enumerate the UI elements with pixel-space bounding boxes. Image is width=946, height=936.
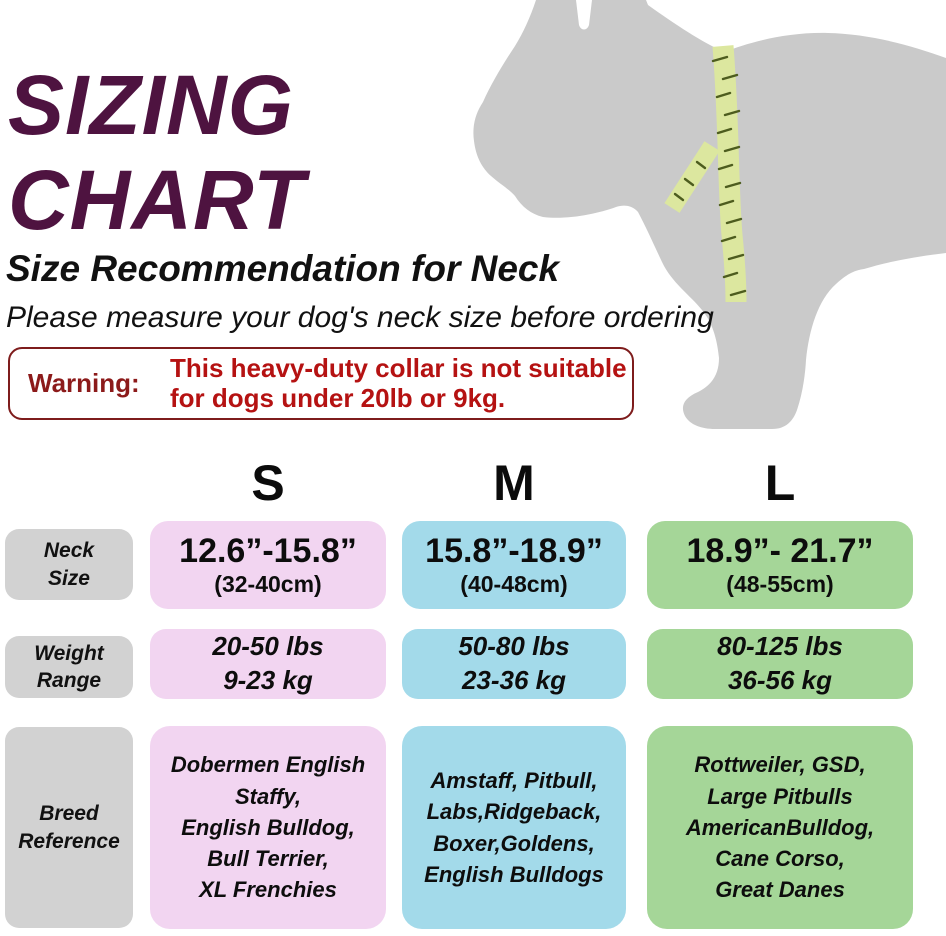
page-title: SIZING CHART [8,58,306,247]
weight-range-l-text: 80-125 lbs 36-56 kg [717,631,843,695]
warning-text: This heavy-duty collar is not suitable f… [170,353,627,413]
dog-illustration [473,0,946,429]
row-label-breed-reference: Breed Reference [5,727,133,928]
column-header-s: S [251,455,285,511]
cell-breed-reference-s: Dobermen English Staffy, English Bulldog… [150,726,386,929]
cell-neck-size-l: 18.9”- 21.7” (48-55cm) [647,521,913,609]
cell-breed-reference-m: Amstaff, Pitbull, Labs,Ridgeback, Boxer,… [402,726,626,929]
neck-size-s-inches: 12.6”-15.8” [179,532,357,571]
cell-breed-reference-l: Rottweiler, GSD, Large Pitbulls American… [647,726,913,929]
neck-size-s-cm: (32-40cm) [214,570,322,597]
column-header-m: M [493,455,535,511]
cell-weight-range-s: 20-50 lbs 9-23 kg [150,629,386,699]
tape-tick-marks [673,55,747,297]
row-label-weight-range: Weight Range [5,636,133,698]
warning-label: Warning: [28,368,140,398]
neck-size-m-inches: 15.8”-18.9” [425,532,603,571]
breed-reference-s-text: Dobermen English Staffy, English Bulldog… [170,752,366,903]
neck-size-m-cm: (40-48cm) [460,570,568,597]
cell-neck-size-m: 15.8”-18.9” (40-48cm) [402,521,626,609]
cell-neck-size-s: 12.6”-15.8” (32-40cm) [150,521,386,609]
page-subtitle: Size Recommendation for Neck [6,248,560,289]
neck-size-l-inches: 18.9”- 21.7” [686,532,874,571]
weight-range-m-text: 50-80 lbs 23-36 kg [458,631,570,695]
breed-reference-l-text: Rottweiler, GSD, Large Pitbulls American… [685,752,875,903]
neck-size-l-cm: (48-55cm) [726,570,834,597]
cell-weight-range-l: 80-125 lbs 36-56 kg [647,629,913,699]
measure-note: Please measure your dog's neck size befo… [6,301,714,334]
column-header-l: L [764,455,796,511]
warning-box: Warning: This heavy-duty collar is not s… [8,347,634,420]
dog-silhouette [473,0,946,429]
cell-weight-range-m: 50-80 lbs 23-36 kg [402,629,626,699]
measuring-tape [664,45,747,303]
weight-range-s-text: 20-50 lbs 9-23 kg [212,631,324,695]
breed-reference-m-text: Amstaff, Pitbull, Labs,Ridgeback, Boxer,… [424,768,604,887]
row-label-neck-size: Neck Size [5,529,133,600]
